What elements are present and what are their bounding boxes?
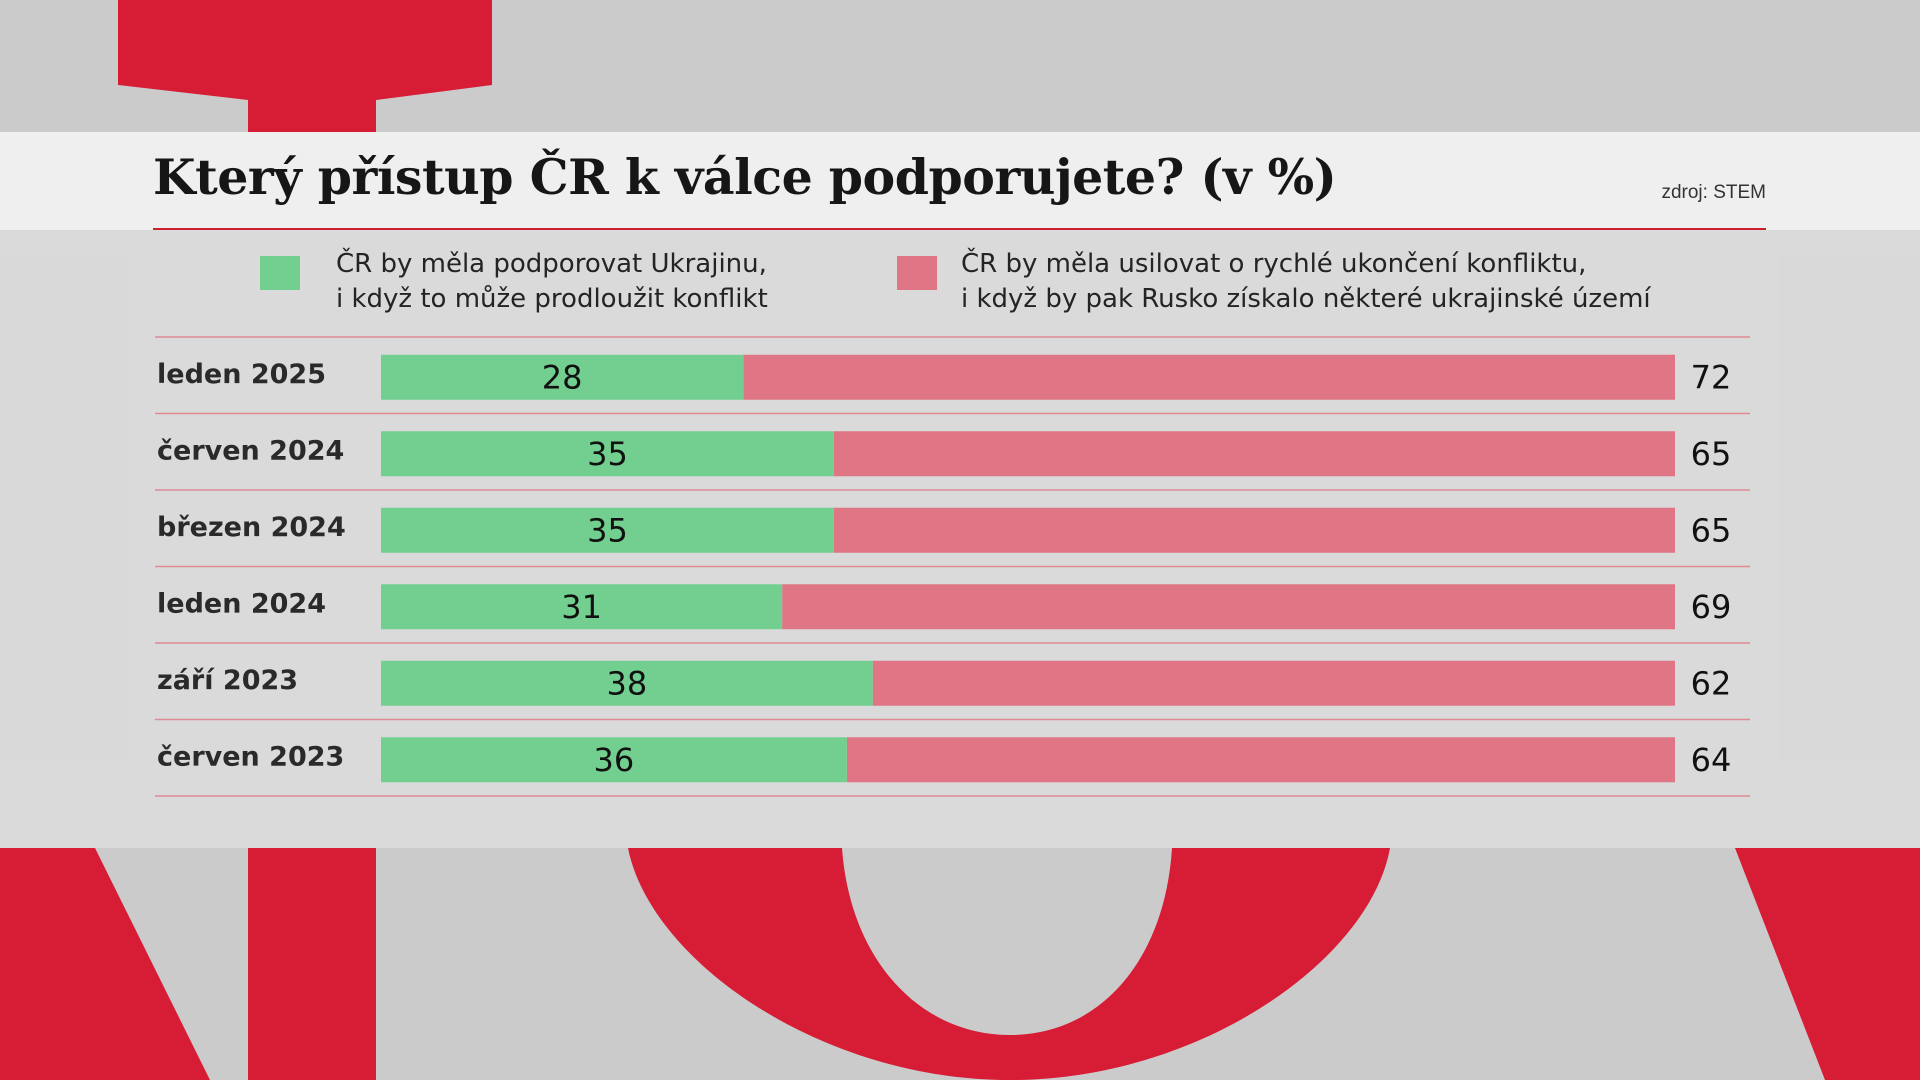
logo-shape-ring bbox=[628, 848, 1390, 1080]
bar-segment-end bbox=[846, 737, 1675, 783]
data-label-end: 62 bbox=[1691, 664, 1732, 702]
data-label-end: 65 bbox=[1691, 435, 1732, 473]
row-label: leden 2025 bbox=[157, 359, 326, 390]
logo-shape-right bbox=[1735, 848, 1920, 1080]
legend-swatch-support bbox=[260, 256, 300, 290]
legend-label-end: ČR by měla usilovat o rychlé ukončení ko… bbox=[961, 249, 1651, 314]
title-divider bbox=[153, 228, 1766, 230]
data-label-end: 65 bbox=[1691, 511, 1732, 549]
row-label: leden 2024 bbox=[157, 588, 326, 619]
title-band bbox=[0, 132, 1920, 230]
logo-shape-top bbox=[118, 0, 492, 132]
legend-swatch-end bbox=[897, 256, 937, 290]
data-label-support: 31 bbox=[561, 588, 602, 626]
source-label: zdroj: STEM bbox=[1661, 182, 1766, 203]
logo-shape-stem bbox=[248, 848, 376, 1080]
bar-segment-support bbox=[381, 660, 873, 706]
data-label-support: 35 bbox=[587, 511, 628, 549]
data-label-support: 38 bbox=[607, 664, 648, 702]
bar-segment-support bbox=[381, 737, 847, 783]
data-label-support: 36 bbox=[594, 741, 635, 779]
row-label: červen 2024 bbox=[157, 435, 344, 466]
row-label: březen 2024 bbox=[157, 512, 346, 543]
bar-segment-end bbox=[833, 507, 1675, 553]
row-label: červen 2023 bbox=[157, 741, 344, 772]
data-label-support: 35 bbox=[587, 435, 628, 473]
bar-segment-end bbox=[782, 584, 1675, 630]
bar-segment-support bbox=[381, 431, 834, 477]
row-label: září 2023 bbox=[157, 665, 298, 696]
data-label-support: 28 bbox=[542, 358, 583, 396]
data-label-end: 69 bbox=[1691, 588, 1732, 626]
chart-title: Který přístup ČR k válce podporujete? (v… bbox=[153, 148, 1337, 206]
bar-segment-support bbox=[381, 507, 834, 553]
bar-segment-support bbox=[381, 584, 783, 630]
data-label-end: 72 bbox=[1691, 358, 1732, 396]
data-label-end: 64 bbox=[1691, 741, 1732, 779]
logo-shape-left bbox=[0, 848, 210, 1080]
bar-segment-end bbox=[872, 660, 1675, 706]
bar-segment-end bbox=[743, 354, 1675, 400]
legend-label-support: ČR by měla podporovat Ukrajinu, i když t… bbox=[336, 249, 768, 314]
bar-segment-support bbox=[381, 354, 744, 400]
bar-segment-end bbox=[833, 431, 1675, 477]
